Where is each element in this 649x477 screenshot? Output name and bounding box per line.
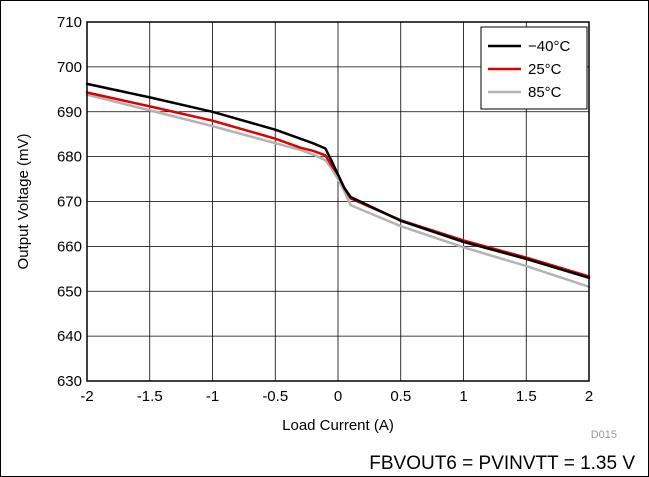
y-tick-label: 660 [57, 238, 82, 255]
series-lines [85, 82, 591, 289]
x-tick-label: -2 [80, 388, 93, 405]
x-tick-label: -1 [206, 388, 219, 405]
x-tick-labels: -2 -1.5 -1 -0.5 0 0.5 1 1.5 2 [80, 388, 593, 405]
x-tick-label: 1 [459, 388, 467, 405]
y-tick-label: 650 [57, 283, 82, 300]
plot-border [86, 21, 590, 382]
document-id: D015 [591, 429, 617, 441]
y-tick-label: 710 [57, 14, 82, 31]
x-tick-label: 2 [585, 388, 593, 405]
legend-label-minus40c: −40°C [528, 38, 570, 55]
y-tick-label: 670 [57, 194, 82, 211]
x-axis-title: Load Current (A) [282, 417, 394, 434]
y-tick-label: 630 [57, 373, 82, 390]
y-tick-label: 640 [57, 328, 82, 345]
legend-label-25c: 25°C [528, 61, 562, 78]
x-tick-label: 1.5 [516, 388, 537, 405]
x-tick-label: -1.5 [137, 388, 163, 405]
series-line-2 [85, 93, 591, 289]
x-tick-label: 0.5 [390, 388, 411, 405]
y-tick-label: 690 [57, 104, 82, 121]
y-tick-label: 700 [57, 59, 82, 76]
legend-label-85c: 85°C [528, 84, 562, 101]
condition-caption: FBVOUT6 = PVINVTT = 1.35 V [369, 453, 635, 474]
y-tick-labels: 630 640 650 660 670 680 690 700 710 [57, 14, 82, 390]
y-axis-title: Output Voltage (mV) [15, 134, 32, 270]
legend: −40°C 25°C 85°C [480, 26, 588, 110]
x-tick-label: -0.5 [262, 388, 288, 405]
x-tick-label: 0 [334, 388, 342, 405]
y-tick-label: 680 [57, 149, 82, 166]
series-line-0 [85, 82, 591, 280]
